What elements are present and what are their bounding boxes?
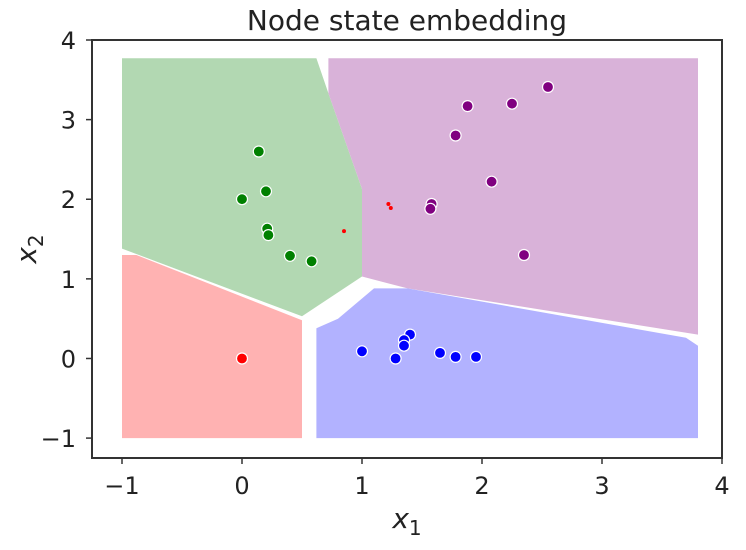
x-axis-label-sub: 1	[409, 516, 422, 540]
point-blue-0	[355, 345, 369, 358]
y-tick-label: −1	[41, 425, 76, 453]
x-tick-label: 1	[354, 472, 369, 500]
point-purple-6	[424, 202, 437, 215]
point-purple-2	[461, 99, 474, 113]
point-blue-4	[389, 352, 402, 365]
point-blue-7	[469, 350, 483, 363]
small-point-red-0	[386, 202, 391, 206]
y-tick-label: 4	[61, 27, 76, 55]
point-purple-0	[541, 80, 555, 94]
x-tick-label: 3	[594, 472, 609, 500]
y-axis-label: x2	[10, 234, 48, 264]
chart-title: Node state embedding	[247, 4, 567, 37]
point-blue-6	[449, 350, 462, 363]
x-axis-label: x1	[391, 502, 421, 540]
point-purple-3	[449, 129, 462, 142]
x-tick-label: 2	[474, 472, 489, 500]
point-red-0	[235, 352, 249, 365]
data-points	[235, 80, 555, 365]
point-purple-4	[485, 175, 498, 188]
axis-ticks: −1 0 1 2 3 4 −1 0 1 2 3 4	[41, 27, 730, 500]
decision-regions	[122, 58, 698, 439]
region-purple	[328, 58, 698, 335]
x-tick-label: 0	[234, 472, 249, 500]
point-green-2	[235, 193, 249, 206]
point-green-6	[305, 255, 318, 268]
x-axis-label-main: x	[391, 502, 409, 535]
small-point-red-1	[388, 206, 393, 210]
x-tick-label: −1	[104, 472, 139, 500]
region-blue	[316, 288, 698, 439]
point-green-1	[259, 185, 273, 198]
point-blue-3	[397, 339, 411, 352]
y-tick-label: 3	[61, 107, 76, 135]
region-green	[122, 58, 362, 317]
y-tick-label: 0	[61, 345, 76, 373]
region-red	[122, 255, 302, 439]
y-tick-label: 1	[61, 266, 76, 294]
point-blue-5	[433, 346, 447, 359]
point-purple-1	[505, 97, 519, 110]
y-axis-label-sub: 2	[24, 234, 48, 247]
point-purple-7	[517, 248, 531, 262]
small-point-red-2	[342, 229, 346, 234]
point-green-5	[283, 249, 297, 262]
y-tick-label: 2	[61, 186, 76, 214]
y-axis-label-main: x	[10, 247, 43, 265]
point-green-4	[262, 229, 275, 242]
plot-frame	[91, 39, 723, 459]
x-tick-label: 4	[714, 472, 729, 500]
point-green-0	[252, 145, 265, 158]
